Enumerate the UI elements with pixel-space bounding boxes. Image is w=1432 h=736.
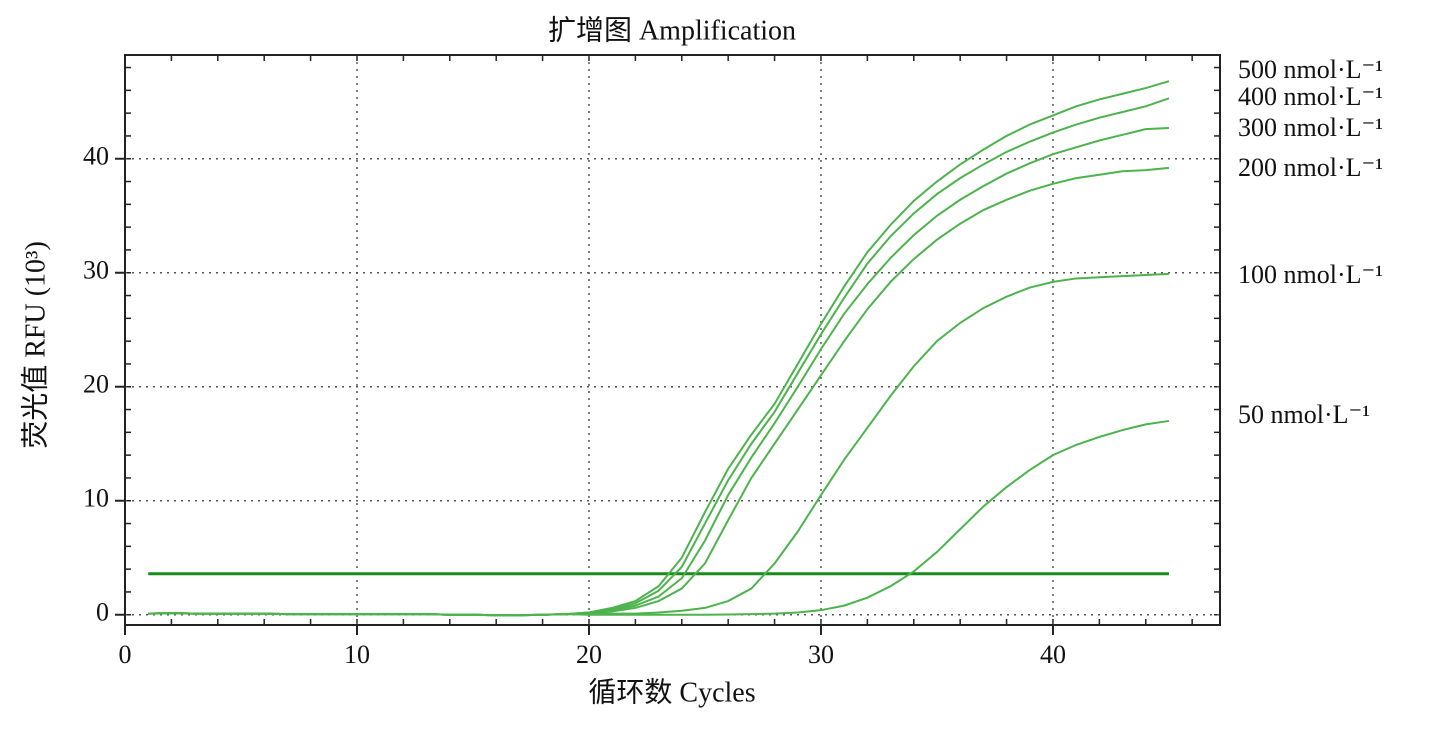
x-tick-label: 0 [119, 640, 132, 669]
x-axis-label: 循环数 Cycles [588, 676, 755, 708]
legend-label: 100 nmol·L⁻¹ [1238, 260, 1383, 289]
x-tick-label: 30 [808, 640, 834, 669]
legend-label: 500 nmol·L⁻¹ [1238, 55, 1383, 84]
x-tick-label: 40 [1040, 640, 1066, 669]
plot-frame [124, 54, 1221, 626]
series-line [148, 419, 1170, 617]
series-line [148, 126, 1170, 617]
y-axis-label: 荧光值 RFU (10³) [19, 241, 51, 449]
legend-label: 300 nmol·L⁻¹ [1238, 113, 1383, 142]
legend-label: 400 nmol·L⁻¹ [1238, 82, 1383, 111]
series-line [148, 166, 1170, 617]
y-tick-label: 10 [83, 484, 109, 513]
legend-label: 50 nmol·L⁻¹ [1238, 400, 1370, 429]
y-tick-label: 0 [96, 598, 109, 627]
y-tick-label: 40 [83, 142, 109, 171]
x-tick-label: 20 [576, 640, 602, 669]
chart-title: 扩增图 Amplification [548, 14, 796, 46]
series-line [148, 80, 1170, 617]
y-tick-label: 30 [83, 256, 109, 285]
legend-label: 200 nmol·L⁻¹ [1238, 153, 1383, 182]
x-tick-label: 10 [344, 640, 370, 669]
series-line [148, 272, 1170, 617]
y-tick-label: 20 [83, 370, 109, 399]
series-line [148, 97, 1170, 617]
